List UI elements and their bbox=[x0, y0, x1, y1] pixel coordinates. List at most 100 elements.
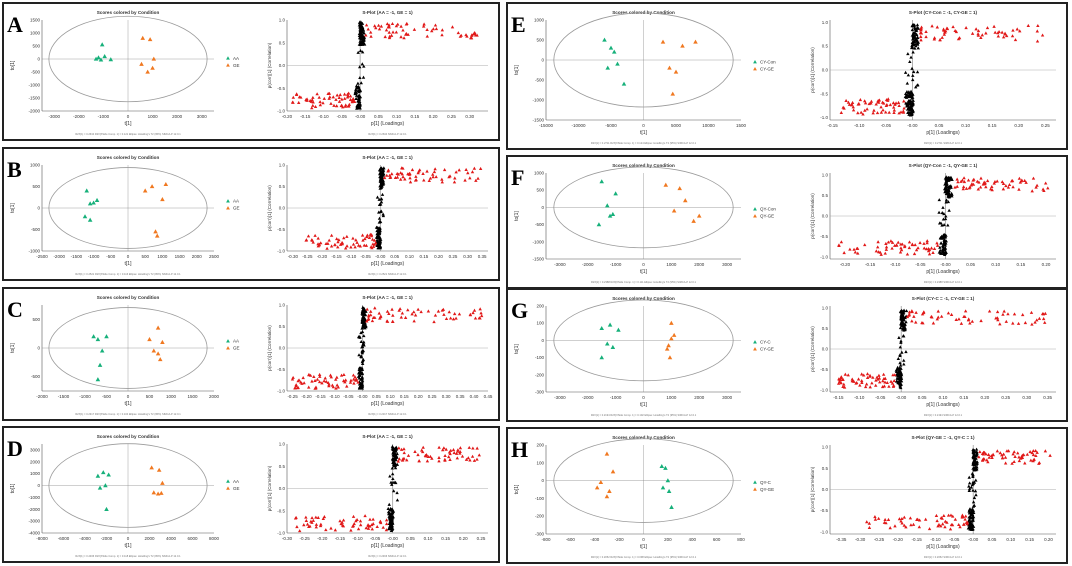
scores-y-tick: 100 bbox=[536, 321, 544, 326]
splot-point-core bbox=[904, 320, 908, 324]
splot-point-positive bbox=[379, 314, 383, 318]
splot-point-negative bbox=[892, 108, 897, 112]
score-point-group2 bbox=[669, 320, 674, 325]
splot-ylabel: p(corr)[1] (Correlation) bbox=[810, 47, 815, 93]
splot-point-positive bbox=[373, 306, 377, 310]
scores-y-tick: -300 bbox=[535, 390, 545, 395]
scores-y-tick: -100 bbox=[535, 496, 545, 501]
splot-x-tick: 0.05 bbox=[918, 395, 927, 400]
splot-point-positive bbox=[1035, 39, 1040, 43]
splot-point-positive bbox=[442, 446, 446, 450]
score-point-group1 bbox=[607, 322, 613, 327]
scores-y-tick: 3000 bbox=[30, 447, 41, 452]
legend-label-group1: CY-Con bbox=[760, 60, 776, 65]
scores-xlabel: t[1] bbox=[640, 130, 648, 136]
splot-x-tick: -0.25 bbox=[302, 254, 313, 259]
splot-point-core bbox=[358, 75, 362, 80]
splot-point-positive bbox=[984, 31, 988, 35]
splot-point-negative bbox=[375, 524, 379, 529]
score-point-group1 bbox=[96, 55, 101, 60]
splot-point-positive bbox=[470, 454, 475, 458]
splot-x-tick: 0.20 bbox=[1042, 262, 1051, 267]
scores-x-tick: -6000 bbox=[58, 536, 70, 541]
splot-point-core bbox=[899, 386, 903, 390]
splot-point-positive bbox=[399, 24, 403, 28]
splot-point-positive bbox=[463, 178, 467, 182]
splot-point-core bbox=[910, 111, 914, 115]
splot-point-positive bbox=[425, 27, 429, 32]
splot-point-core bbox=[362, 31, 366, 35]
score-point-group2 bbox=[660, 39, 666, 44]
splot-point-negative bbox=[328, 373, 333, 377]
splot-point-positive bbox=[366, 27, 370, 31]
splot-point-core bbox=[394, 481, 398, 485]
splot-point-negative bbox=[859, 372, 864, 376]
scores-x-tick: 500 bbox=[146, 394, 154, 399]
splot-point-positive bbox=[444, 447, 448, 451]
splot-x-tick: -0.10 bbox=[329, 394, 340, 399]
splot-point-core bbox=[894, 369, 899, 373]
score-point-group2 bbox=[667, 355, 673, 360]
scores-y-tick: 200 bbox=[536, 304, 544, 309]
scores-y-tick: 500 bbox=[536, 38, 544, 43]
splot-point-negative bbox=[884, 241, 888, 245]
splot-point-negative bbox=[372, 238, 377, 242]
splot-point-core bbox=[942, 238, 947, 242]
splot-point-negative bbox=[896, 100, 901, 104]
splot-point-positive bbox=[401, 175, 405, 179]
splot-x-tick: 0.30 bbox=[442, 394, 451, 399]
splot-point-negative bbox=[334, 386, 338, 390]
splot-point-core bbox=[901, 311, 905, 315]
splot-point-positive bbox=[452, 312, 457, 316]
splot-point-negative bbox=[311, 103, 315, 107]
splot-point-core bbox=[360, 330, 365, 334]
splot-point-core bbox=[949, 185, 953, 189]
splot-point-negative bbox=[839, 110, 844, 114]
splot-point-negative bbox=[354, 519, 358, 523]
splot-y-tick: -1.0 bbox=[277, 389, 285, 394]
scores-y-tick: 2000 bbox=[30, 459, 41, 464]
splot-point-positive bbox=[954, 30, 959, 34]
splot-point-negative bbox=[877, 373, 881, 377]
splot-point-negative bbox=[949, 523, 954, 527]
splot-point-core bbox=[381, 214, 386, 218]
splot-point-negative bbox=[902, 99, 906, 103]
splot-point-core bbox=[376, 240, 380, 244]
splot-point-positive bbox=[395, 175, 400, 179]
legend-label-group1: QY-C bbox=[760, 480, 772, 485]
splot-point-core bbox=[380, 192, 385, 196]
splot-point-positive bbox=[1003, 455, 1008, 459]
splot-point-positive bbox=[402, 36, 406, 40]
splot-point-negative bbox=[865, 520, 869, 524]
splot-point-negative bbox=[861, 112, 865, 116]
splot-point-negative bbox=[859, 110, 863, 114]
splot-point-negative bbox=[879, 252, 883, 256]
splot-point-positive bbox=[406, 308, 410, 312]
splot-point-negative bbox=[294, 92, 299, 97]
splot-point-positive bbox=[430, 456, 434, 460]
scores-y-tick: 1000 bbox=[30, 471, 41, 476]
splot-point-positive bbox=[964, 26, 968, 30]
splot-point-positive bbox=[939, 314, 944, 318]
splot-point-core bbox=[974, 478, 978, 482]
splot-point-negative bbox=[311, 240, 315, 244]
splot-point-negative bbox=[908, 516, 913, 520]
splot-point-core bbox=[378, 175, 382, 179]
splot-point-positive bbox=[472, 308, 477, 312]
splot-point-core bbox=[899, 313, 903, 317]
splot-point-negative bbox=[910, 243, 915, 247]
splot-point-negative bbox=[867, 521, 872, 525]
scores-y-tick: -1000 bbox=[532, 98, 544, 103]
splot-point-negative bbox=[294, 515, 298, 519]
splot-point-positive bbox=[1011, 185, 1015, 189]
splot-point-negative bbox=[318, 100, 322, 104]
splot-point-negative bbox=[336, 385, 340, 389]
splot-point-negative bbox=[342, 236, 346, 240]
scores-x-tick: -1000 bbox=[79, 394, 91, 399]
score-point-group2 bbox=[693, 39, 698, 44]
splot-y-tick: 0.5 bbox=[279, 184, 286, 189]
splot-point-core bbox=[360, 62, 365, 66]
legend-marker-group2 bbox=[753, 347, 757, 351]
splot-point-negative bbox=[341, 524, 346, 528]
splot-point-positive bbox=[1035, 450, 1039, 454]
